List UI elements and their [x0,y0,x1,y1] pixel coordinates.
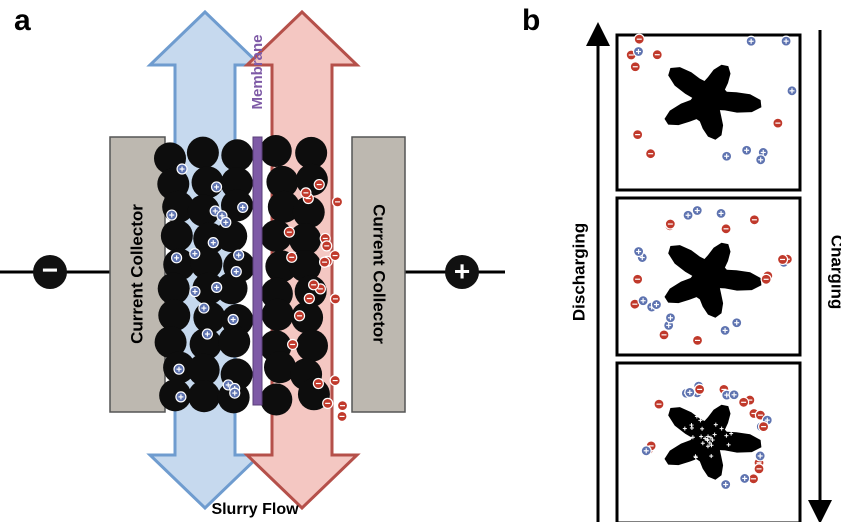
carbon-particle [221,139,253,171]
terminal-label: − [42,254,58,285]
terminal-label: + [454,255,470,286]
carbon-particle [187,137,219,169]
collector-label: Current Collector [127,204,146,344]
carbon-particle [215,220,247,252]
carbon-particle [158,299,190,331]
membrane-label: Membrane [249,34,266,109]
panel-label: a [14,4,31,37]
collector-label: Current Collector [370,204,389,344]
arrow-label: Discharging [569,223,588,321]
figure: a − + Current Collector Current Collecto… [0,0,841,522]
arrow-label: Charging [828,235,841,310]
carbon-particle [218,326,250,358]
particles [154,135,348,421]
flow-label: Slurry Flow [211,501,299,518]
panel-a: a − + Current Collector Current Collecto… [0,4,505,518]
carbon-particle [159,379,191,411]
carbon-particle [260,384,292,416]
carbon-particle [161,220,193,252]
panel-label: b [522,4,540,37]
carbon-particle [262,299,294,331]
carbon-particle [296,330,328,362]
panel-b: b Discharging Charging [522,4,841,522]
carbon-particle [188,380,220,412]
carbon-particle [260,135,292,167]
membrane [253,137,262,405]
